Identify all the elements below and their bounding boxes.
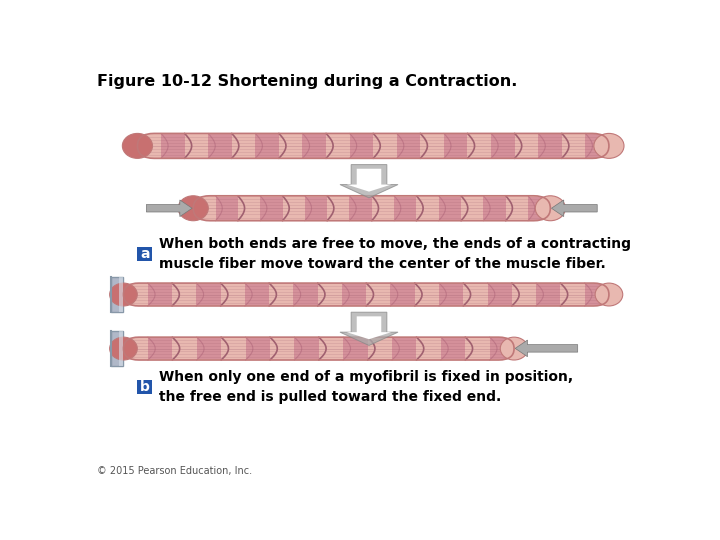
FancyBboxPatch shape <box>245 284 269 305</box>
FancyBboxPatch shape <box>119 277 123 312</box>
FancyBboxPatch shape <box>536 284 560 305</box>
Text: When only one end of a myofibril is fixed in position,
the free end is pulled to: When only one end of a myofibril is fixe… <box>158 370 572 404</box>
FancyBboxPatch shape <box>119 331 123 366</box>
FancyBboxPatch shape <box>148 284 172 305</box>
FancyBboxPatch shape <box>161 134 184 158</box>
FancyBboxPatch shape <box>528 197 550 220</box>
FancyBboxPatch shape <box>260 197 282 220</box>
Polygon shape <box>146 200 192 217</box>
FancyBboxPatch shape <box>349 197 372 220</box>
FancyBboxPatch shape <box>491 134 515 158</box>
FancyBboxPatch shape <box>342 284 366 305</box>
Polygon shape <box>516 340 577 357</box>
FancyBboxPatch shape <box>302 134 326 158</box>
FancyBboxPatch shape <box>137 380 153 394</box>
Text: When both ends are free to move, the ends of a contracting
muscle fiber move tow: When both ends are free to move, the end… <box>158 237 631 271</box>
FancyBboxPatch shape <box>343 338 368 359</box>
Ellipse shape <box>109 283 138 306</box>
FancyBboxPatch shape <box>390 284 415 305</box>
Ellipse shape <box>122 133 153 158</box>
FancyBboxPatch shape <box>439 284 463 305</box>
FancyBboxPatch shape <box>483 197 505 220</box>
FancyBboxPatch shape <box>441 338 465 359</box>
FancyBboxPatch shape <box>197 284 220 305</box>
FancyBboxPatch shape <box>215 197 238 220</box>
FancyBboxPatch shape <box>111 277 124 312</box>
Text: a: a <box>140 247 150 261</box>
FancyBboxPatch shape <box>397 134 420 158</box>
Polygon shape <box>347 316 392 339</box>
FancyBboxPatch shape <box>294 338 319 359</box>
Ellipse shape <box>178 196 208 221</box>
FancyBboxPatch shape <box>293 284 318 305</box>
Polygon shape <box>340 165 398 198</box>
FancyBboxPatch shape <box>490 338 514 359</box>
FancyBboxPatch shape <box>487 284 512 305</box>
Ellipse shape <box>595 283 623 306</box>
FancyBboxPatch shape <box>193 196 550 221</box>
Polygon shape <box>340 312 398 346</box>
Polygon shape <box>347 168 392 192</box>
Text: b: b <box>140 380 150 394</box>
Text: Figure 10-12 Shortening during a Contraction.: Figure 10-12 Shortening during a Contrac… <box>96 74 517 89</box>
FancyBboxPatch shape <box>246 338 270 359</box>
FancyBboxPatch shape <box>111 331 124 366</box>
Ellipse shape <box>535 196 565 221</box>
Ellipse shape <box>109 337 138 360</box>
FancyBboxPatch shape <box>124 337 514 360</box>
FancyBboxPatch shape <box>394 197 416 220</box>
Text: © 2015 Pearson Education, Inc.: © 2015 Pearson Education, Inc. <box>96 465 252 476</box>
FancyBboxPatch shape <box>392 338 416 359</box>
FancyBboxPatch shape <box>585 284 609 305</box>
FancyBboxPatch shape <box>585 134 609 158</box>
FancyBboxPatch shape <box>444 134 467 158</box>
FancyBboxPatch shape <box>138 133 609 158</box>
FancyBboxPatch shape <box>124 283 609 306</box>
FancyBboxPatch shape <box>197 338 221 359</box>
FancyBboxPatch shape <box>350 134 373 158</box>
FancyBboxPatch shape <box>305 197 327 220</box>
FancyBboxPatch shape <box>148 338 172 359</box>
FancyBboxPatch shape <box>137 247 153 261</box>
FancyBboxPatch shape <box>256 134 279 158</box>
Ellipse shape <box>594 133 624 158</box>
FancyBboxPatch shape <box>208 134 232 158</box>
Ellipse shape <box>500 337 528 360</box>
FancyBboxPatch shape <box>438 197 461 220</box>
FancyBboxPatch shape <box>539 134 562 158</box>
Polygon shape <box>552 200 597 217</box>
